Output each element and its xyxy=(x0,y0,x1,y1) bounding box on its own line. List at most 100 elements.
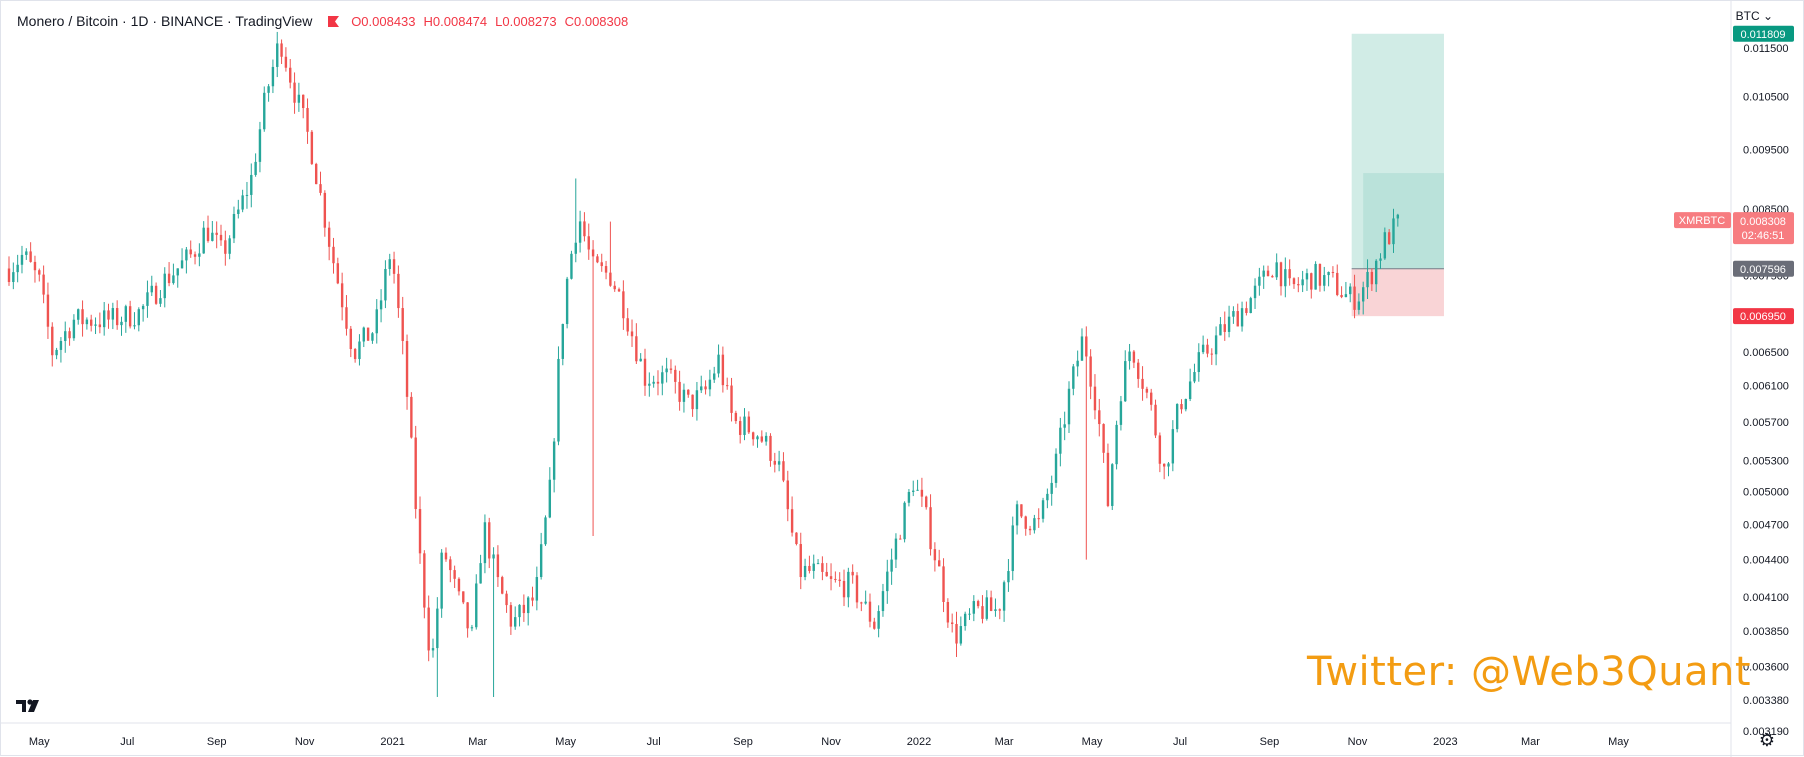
candle xyxy=(128,300,132,329)
candle-body xyxy=(591,249,595,257)
candle xyxy=(176,268,179,288)
candle-body xyxy=(284,56,288,68)
candle-body xyxy=(799,544,802,578)
candle xyxy=(98,312,102,334)
candle-body xyxy=(1396,214,1400,219)
candle-body xyxy=(1089,356,1092,387)
candle xyxy=(436,597,439,697)
candle-body xyxy=(1223,324,1226,332)
candle-body xyxy=(1206,344,1209,354)
candle-body xyxy=(25,251,28,255)
candle-body xyxy=(241,195,244,210)
target-price-label-bg xyxy=(1733,25,1794,42)
candle-body xyxy=(228,238,231,254)
candle-body xyxy=(976,601,980,607)
candle-body xyxy=(379,300,383,310)
candle xyxy=(1396,213,1400,227)
candle xyxy=(596,254,599,264)
candle xyxy=(639,353,642,362)
candle xyxy=(1011,516,1014,581)
candle xyxy=(812,554,815,579)
candle-body xyxy=(124,306,128,322)
candle xyxy=(1128,343,1131,370)
candle xyxy=(462,591,465,605)
candle xyxy=(1349,283,1352,303)
candle-body xyxy=(128,306,132,327)
candle xyxy=(488,517,491,569)
candle-body xyxy=(51,326,54,356)
candle-body xyxy=(388,259,391,269)
candle-body xyxy=(64,331,67,341)
candle xyxy=(198,243,201,267)
candle-body xyxy=(777,461,781,465)
candle-body xyxy=(215,232,218,235)
candle xyxy=(1059,417,1062,467)
candle-body xyxy=(838,579,841,581)
candle-body xyxy=(721,354,725,386)
long-position-tool[interactable] xyxy=(1351,33,1444,317)
candle-body xyxy=(656,381,660,384)
candle-body xyxy=(1336,272,1339,295)
candle xyxy=(159,289,162,307)
candle-body xyxy=(790,509,794,533)
candle xyxy=(886,559,889,604)
candle-body xyxy=(319,184,322,193)
currency-menu[interactable]: BTC ⌄ xyxy=(1735,9,1773,23)
candle xyxy=(215,221,218,249)
candle-body xyxy=(68,331,71,339)
candle xyxy=(985,590,988,621)
candle xyxy=(1279,261,1283,296)
candle xyxy=(860,601,863,612)
candle-body xyxy=(219,234,223,241)
candle-body xyxy=(405,341,409,397)
candle-body xyxy=(98,324,102,328)
candle xyxy=(730,377,733,422)
candle-body xyxy=(115,308,119,326)
gear-icon[interactable]: ⚙ xyxy=(1758,730,1775,750)
candle xyxy=(894,533,898,568)
candle-body xyxy=(851,571,854,576)
time-tick-label: May xyxy=(1082,736,1103,748)
candle-body xyxy=(306,108,309,132)
candle-body xyxy=(345,307,348,329)
flag-icon[interactable] xyxy=(328,16,340,27)
chart-header: Monero / Bitcoin · 1D · BINANCE · Tradin… xyxy=(17,13,636,29)
candle xyxy=(1197,343,1200,382)
candle-body xyxy=(764,435,768,442)
candle-body xyxy=(955,623,958,644)
candle xyxy=(877,605,880,638)
candle xyxy=(816,559,820,565)
candle xyxy=(976,599,980,609)
candle xyxy=(150,275,153,296)
time-tick-label: Nov xyxy=(1348,736,1368,748)
candle xyxy=(1292,277,1296,289)
candle xyxy=(531,586,534,607)
candle xyxy=(989,590,993,612)
target-price-label-text: 0.011809 xyxy=(1740,29,1785,41)
candle-body xyxy=(829,576,833,579)
time-tick-label: 2021 xyxy=(380,736,404,748)
candle-body xyxy=(90,319,93,326)
candle-body xyxy=(570,253,573,279)
candle-body xyxy=(1349,286,1352,295)
entry-price-label-bg xyxy=(1733,260,1794,277)
candle-body xyxy=(1184,399,1188,410)
tradingview-logo[interactable] xyxy=(15,695,51,723)
symbol-title[interactable]: Monero / Bitcoin · 1D · BINANCE · Tradin… xyxy=(17,13,313,29)
candle xyxy=(453,565,456,588)
candle xyxy=(704,380,707,395)
candle xyxy=(1137,358,1140,388)
candle xyxy=(574,178,577,263)
time-tick-label: Mar xyxy=(995,736,1014,748)
candle-body xyxy=(310,131,314,164)
price-tick-label: 0.004700 xyxy=(1743,520,1789,532)
candle xyxy=(1245,301,1248,316)
candle xyxy=(881,583,885,617)
candle xyxy=(440,549,443,618)
candle-body xyxy=(94,324,97,326)
candle-body xyxy=(77,309,80,320)
candle-body xyxy=(462,591,465,603)
candle-body xyxy=(1162,463,1166,467)
